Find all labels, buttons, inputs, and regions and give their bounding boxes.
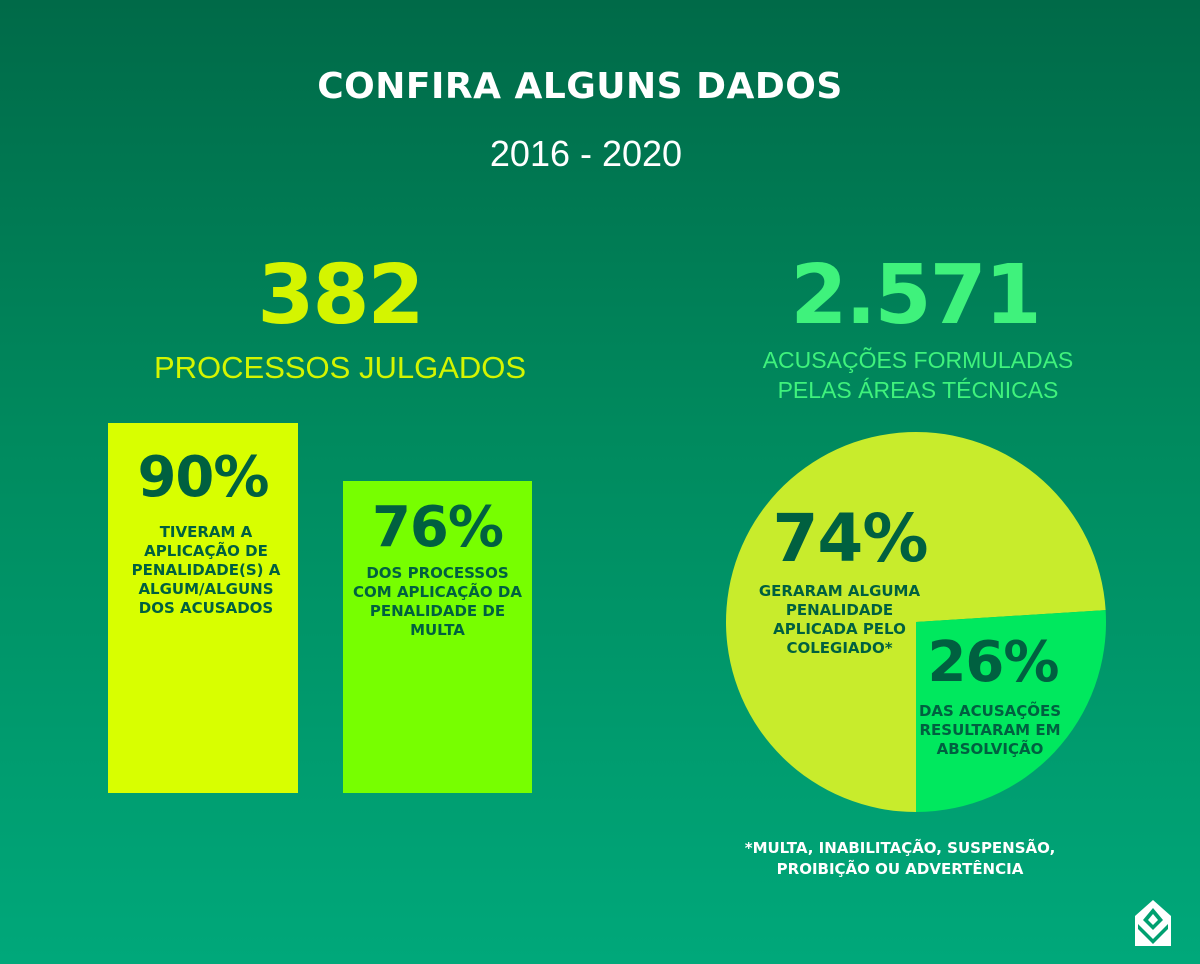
accusations-label-line1: ACUSAÇÕES FORMULADAS	[762, 347, 1074, 373]
house-chevron-logo-icon	[1135, 900, 1171, 946]
footnote: *MULTA, INABILITAÇÃO, SUSPENSÃO, PROIBIÇ…	[710, 838, 1090, 880]
processes-label: PROCESSOS JULGADOS	[153, 350, 527, 385]
processes-count: 382	[257, 248, 424, 343]
bar-value-label: 90%	[137, 445, 269, 510]
accusations-label: ACUSAÇÕES FORMULADAS PELAS ÁREAS TÉCNICA…	[718, 345, 1118, 405]
bar-penalties: 90% TIVERAM A APLICAÇÃO DE PENALIDADE(S)…	[108, 423, 298, 793]
accusations-count: 2.571	[790, 248, 1041, 343]
years-range: 2016 - 2020	[489, 133, 683, 174]
pie-slice-acquittal	[916, 610, 1106, 812]
page-title: CONFIRA ALGUNS DADOS	[317, 66, 843, 107]
pie-value-label-penalty: 74%	[772, 500, 929, 577]
pie-value-label-acquittal: 26%	[927, 630, 1059, 695]
bar-category-label: TIVERAM A APLICAÇÃO DE PENALIDADE(S) A A…	[131, 523, 281, 617]
pie-slice-penalty	[726, 432, 1106, 812]
footnote-line2: PROIBIÇÃO OU ADVERTÊNCIA	[776, 860, 1024, 878]
bar-fines: 76% DOS PROCESSOS COM APLICAÇÃO DA PENAL…	[343, 480, 532, 793]
bar-category-label: DOS PROCESSOS COM APLICAÇÃO DA PENALIDAD…	[353, 563, 522, 639]
pie-category-label-penalty: GERARAM ALGUMA PENALIDADE APLICADA PELO …	[758, 582, 921, 657]
bar-value-label: 76%	[371, 494, 504, 560]
accusations-label-line2: PELAS ÁREAS TÉCNICAS	[777, 377, 1059, 403]
footnote-line1: *MULTA, INABILITAÇÃO, SUSPENSÃO,	[744, 839, 1056, 857]
pie-category-label-acquittal: DAS ACUSAÇÕES RESULTARAM EM ABSOLVIÇÃO	[918, 702, 1062, 758]
